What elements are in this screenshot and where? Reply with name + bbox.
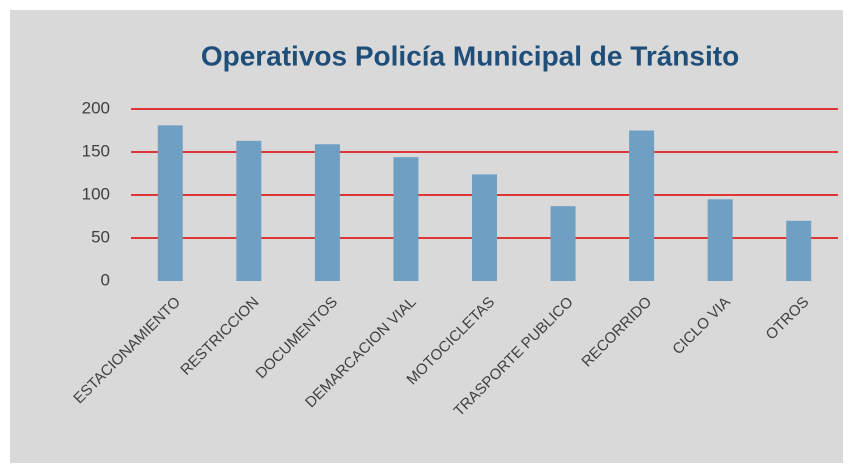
chart-background (10, 10, 843, 463)
y-tick-label: 150 (82, 141, 110, 160)
bar (314, 144, 340, 281)
bar (472, 174, 497, 281)
bar (550, 206, 576, 281)
y-tick-label: 200 (82, 98, 110, 117)
y-tick-label: 0 (101, 270, 110, 289)
bar (157, 125, 183, 281)
bar (236, 140, 262, 281)
bar (629, 130, 655, 281)
bar (786, 220, 812, 281)
bar (393, 157, 419, 281)
bar (707, 199, 733, 281)
chart-title: Operativos Policía Municipal de Tránsito (201, 40, 739, 71)
y-tick-label: 100 (82, 184, 110, 203)
y-tick-label: 50 (91, 227, 110, 246)
